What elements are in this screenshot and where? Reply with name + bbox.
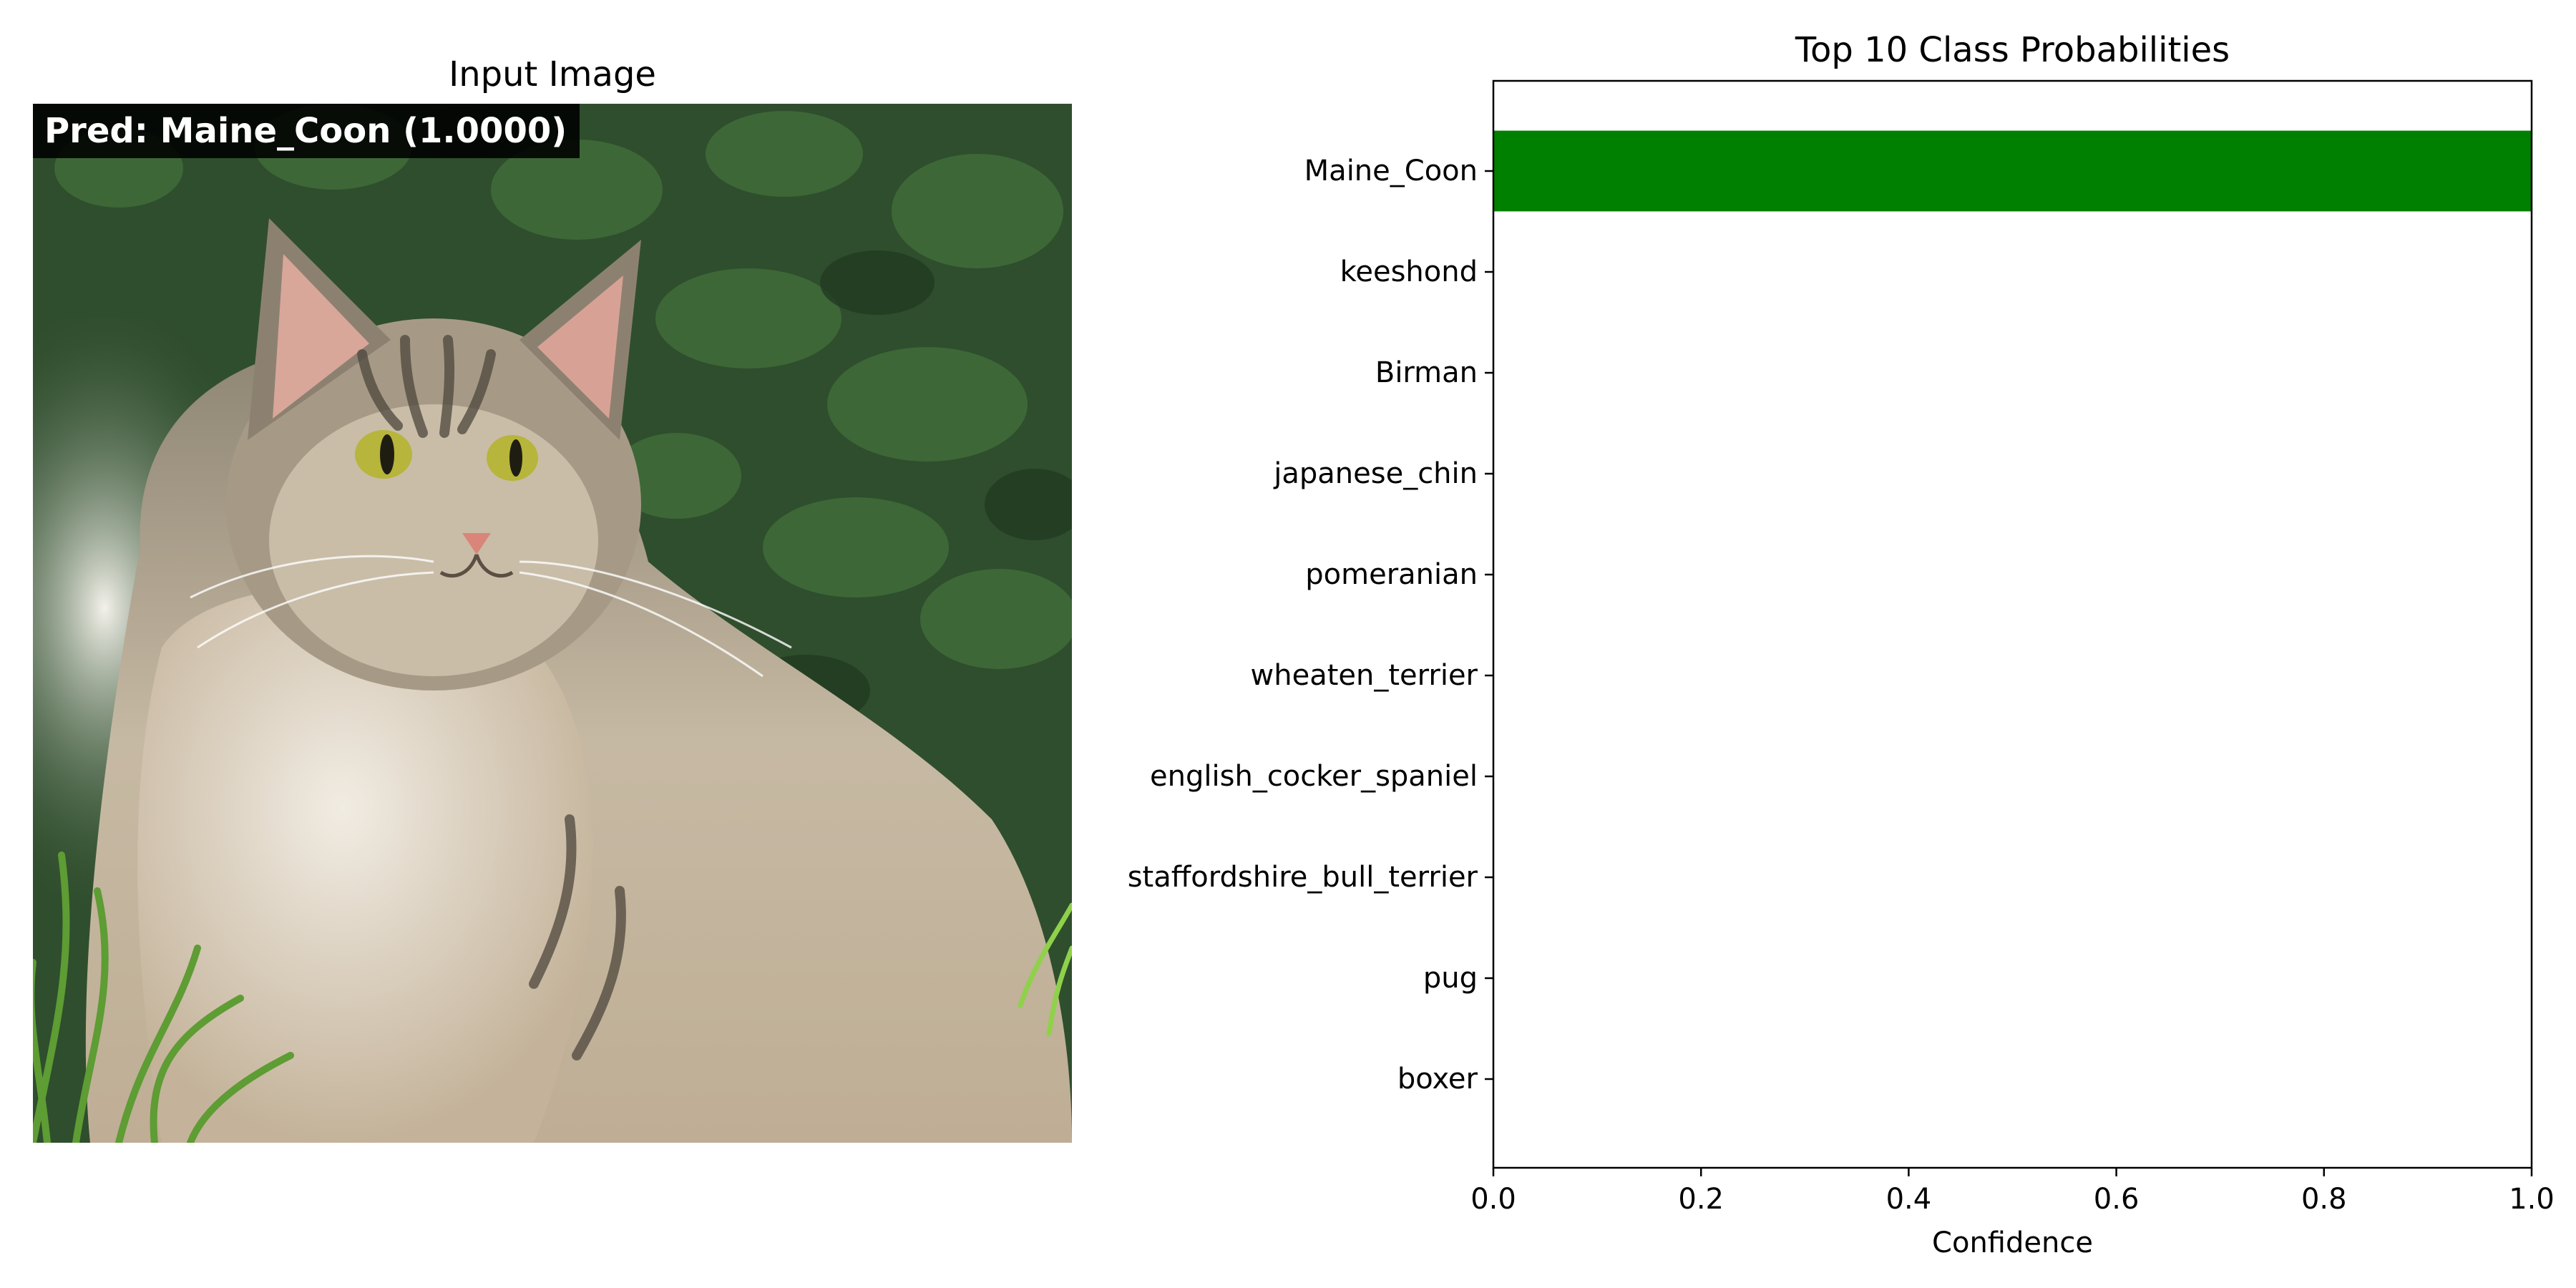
bar-Maine_Coon [1493,130,2532,212]
axes-frame [1492,79,2533,1169]
y-tick-label: staffordshire_bull_terrier [1128,861,1478,894]
x-axis-label: Confidence [1932,1226,2093,1259]
x-tick-label: 0.0 [1470,1183,1516,1216]
x-tick-label: 0.4 [1886,1183,1932,1216]
image-panel-title: Input Image [449,54,656,94]
x-tick-label: 1.0 [2509,1183,2555,1216]
y-tick-label: japanese_chin [1273,457,1478,490]
y-tick-label: pug [1423,962,1478,995]
cat-photo-illustration [33,104,1072,1143]
y-tick-label: wheaten_terrier [1251,659,1478,692]
y-tick-label: keeshond [1340,255,1478,288]
input-image: Pred: Maine_Coon (1.0000) [33,104,1072,1143]
y-tick-label: Maine_Coon [1304,155,1478,187]
y-tick-label: Birman [1375,356,1478,389]
chart-title: Top 10 Class Probabilities [1795,30,2230,70]
x-tick-label: 0.6 [2094,1183,2140,1216]
x-tick-label: 0.2 [1678,1183,1724,1216]
y-tick-label: pomeranian [1305,558,1478,591]
y-tick-label: boxer [1397,1063,1478,1096]
prediction-label: Pred: Maine_Coon (1.0000) [33,104,580,158]
x-tick-label: 0.8 [2301,1183,2347,1216]
y-tick-label: english_cocker_spaniel [1150,760,1478,793]
